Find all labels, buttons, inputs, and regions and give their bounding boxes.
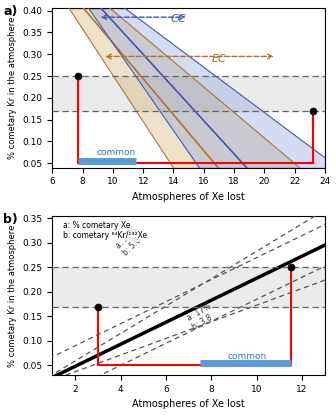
Text: a: % cometary Xe
b: cometary ⁸⁴Kr/¹³²Xe: a: % cometary Xe b: cometary ⁸⁴Kr/¹³²Xe [63,221,148,240]
Bar [52,267,325,307]
Text: common: common [96,148,135,157]
Text: CC: CC [170,15,186,24]
Text: a): a) [3,5,18,18]
Text: a: 27%
b: 5.6: a: 27% b: 5.6 [114,225,146,258]
Y-axis label: % cometary Kr in the atmosphere: % cometary Kr in the atmosphere [8,17,17,159]
Y-axis label: % cometary Kr in the atmosphere: % cometary Kr in the atmosphere [8,225,17,367]
X-axis label: Atmospheres of Xe lost: Atmospheres of Xe lost [132,192,245,202]
Text: EC: EC [211,54,226,63]
Text: a: 17%
b: 3.8: a: 17% b: 3.8 [185,302,218,332]
X-axis label: Atmospheres of Xe lost: Atmospheres of Xe lost [132,400,245,410]
Text: b): b) [3,213,18,226]
Bar [52,76,325,111]
Text: common: common [227,352,266,361]
